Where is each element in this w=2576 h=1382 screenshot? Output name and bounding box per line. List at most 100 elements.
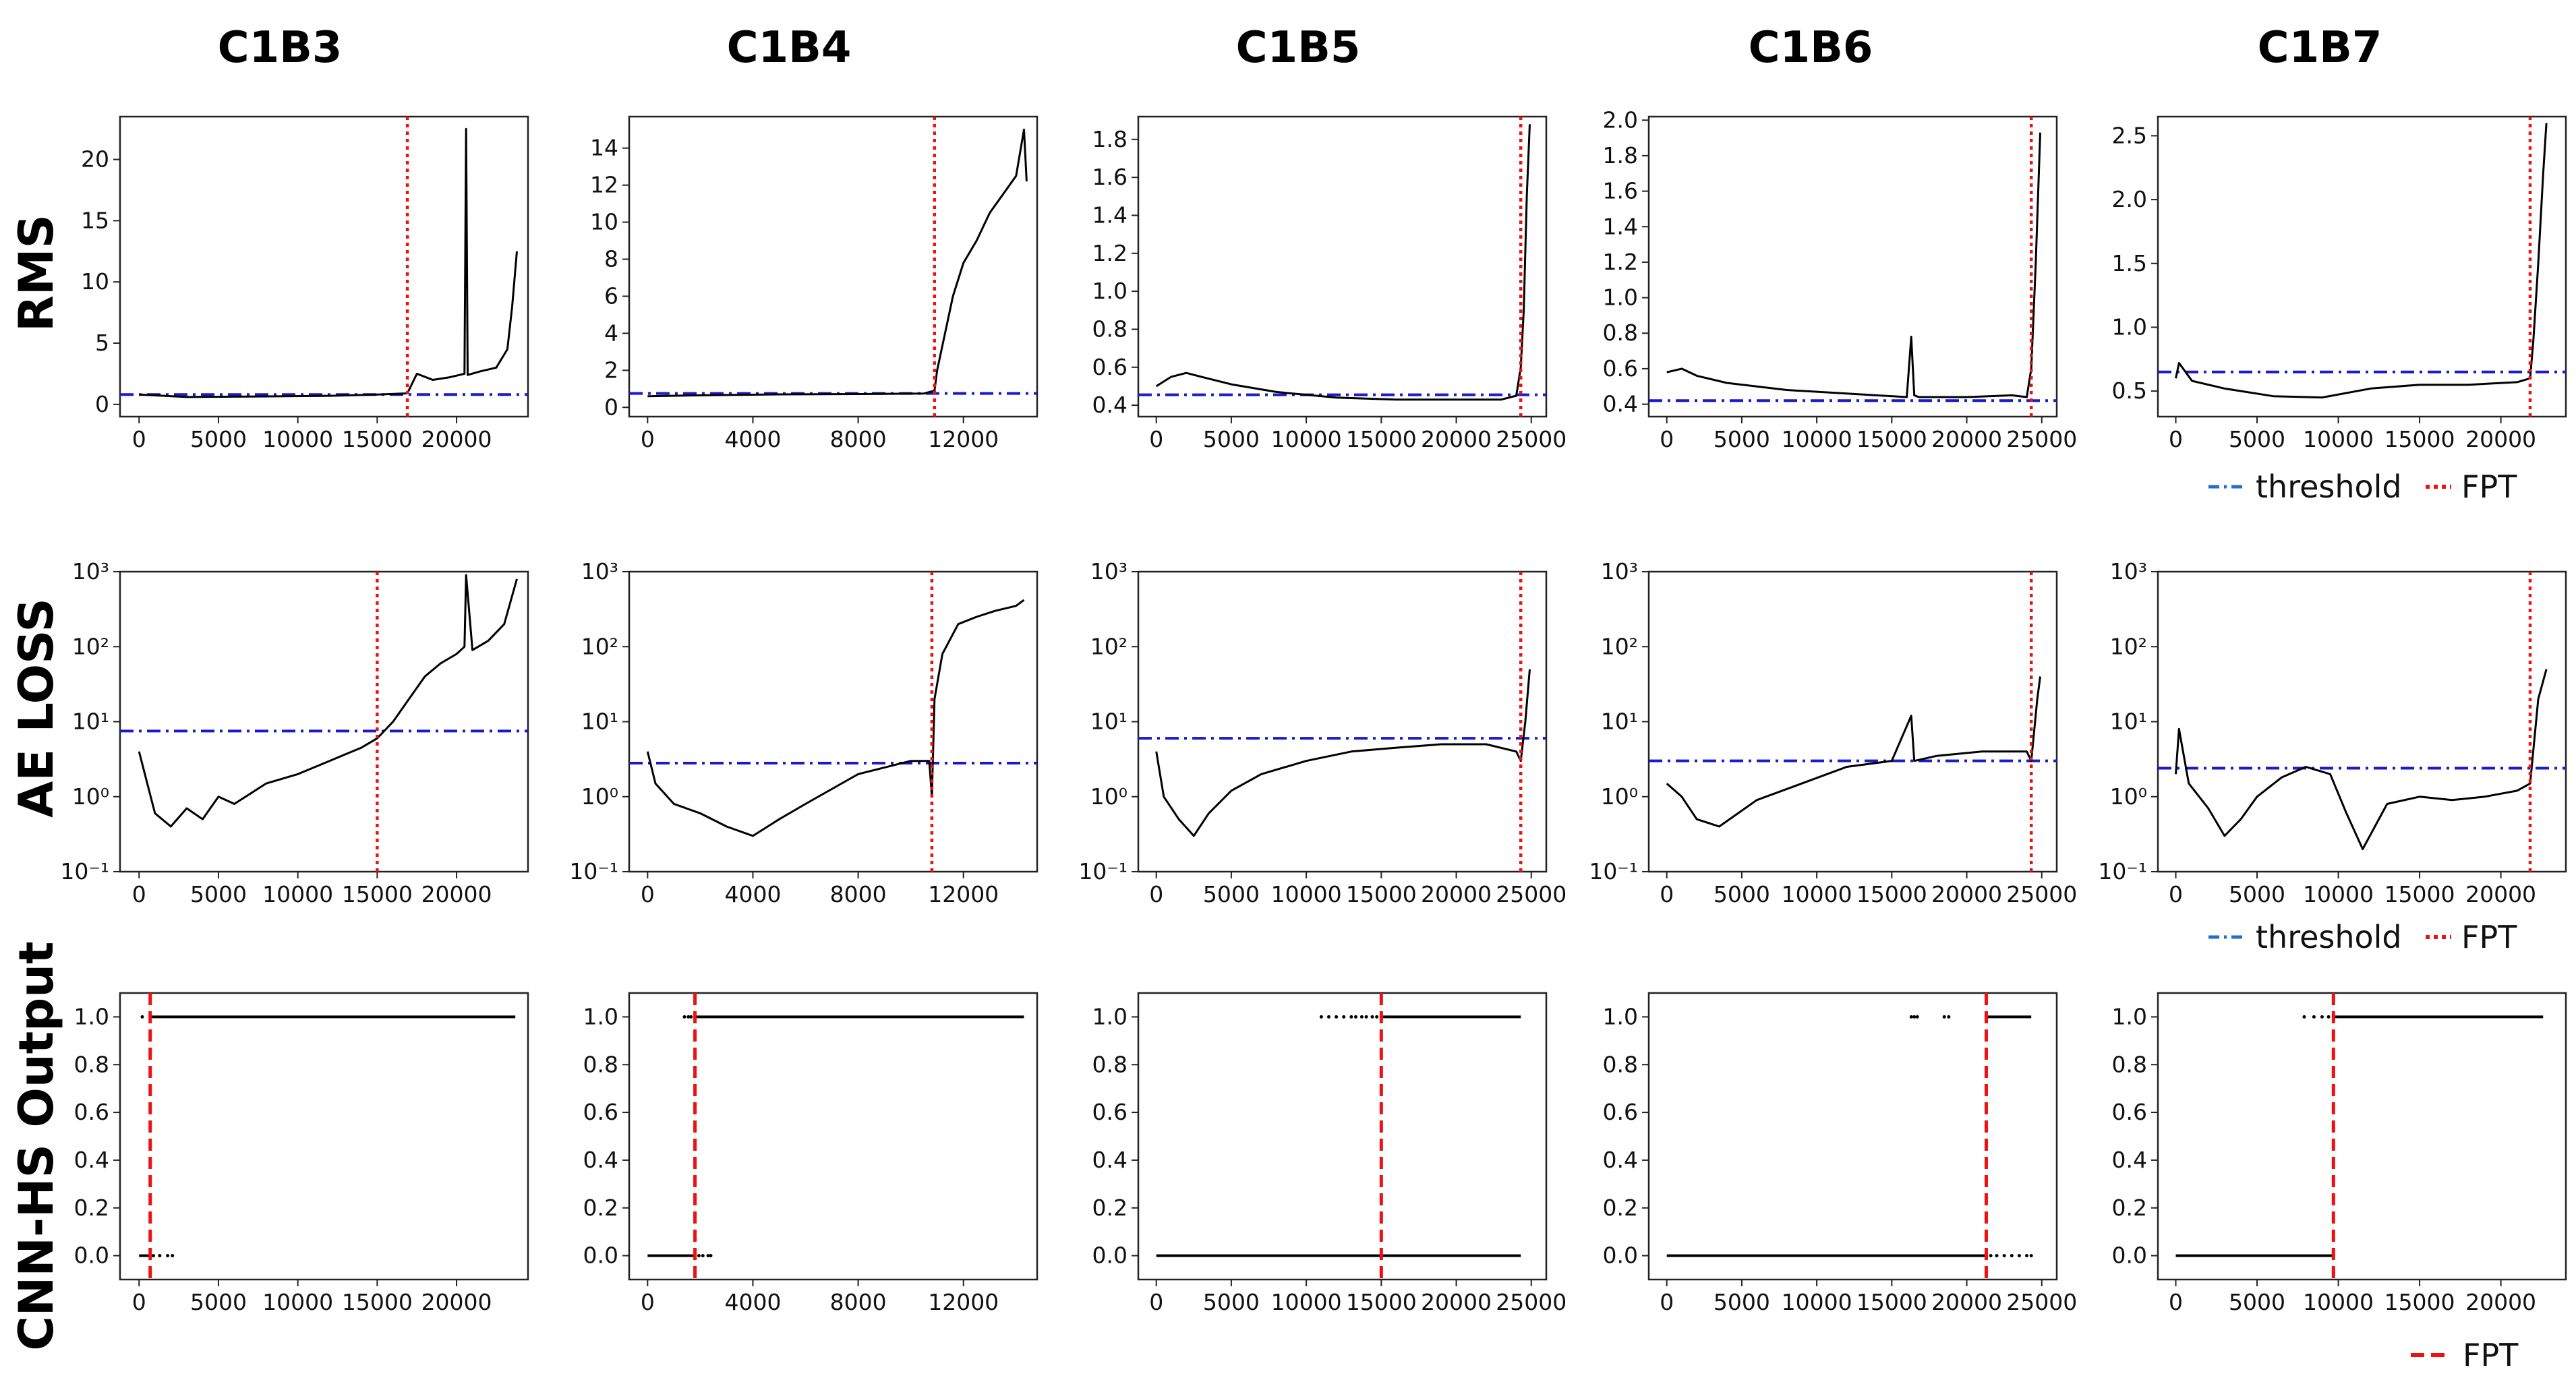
panel-ae-loss-c1b6: 0 5000 10000 15000 20000 25000 10⁻¹ 10⁰ 10¹ 10² 10… bbox=[1589, 558, 2077, 907]
x-tick-label: 10000 bbox=[2303, 426, 2374, 452]
x-tick-label: 15000 bbox=[1856, 881, 1927, 907]
x-tick-label: 15000 bbox=[1856, 426, 1927, 452]
y-tick-label: 0.8 bbox=[1092, 1051, 1128, 1077]
y-tick-label: 0.2 bbox=[1603, 1195, 1638, 1221]
x-tick-label: 20000 bbox=[421, 426, 492, 452]
output-point bbox=[1375, 1015, 1379, 1019]
x-tick-label: 10000 bbox=[262, 1289, 333, 1315]
y-tick-label: 1.4 bbox=[1092, 202, 1128, 228]
y-tick-label: 0.4 bbox=[583, 1147, 618, 1173]
output-point bbox=[158, 1254, 162, 1258]
y-tick-label: 10¹ bbox=[1090, 709, 1128, 735]
axes-frame bbox=[1137, 115, 1548, 418]
x-tick-label: 8000 bbox=[830, 426, 887, 452]
output-point bbox=[1995, 1254, 1999, 1258]
plot-area bbox=[629, 572, 1037, 872]
column-titles: C1B3 C1B4 C1B5 C1B6 C1B7 bbox=[218, 23, 2382, 73]
y-tick-label: 10³ bbox=[1090, 558, 1128, 584]
x-tick-label: 0 bbox=[1149, 426, 1163, 452]
row-labels: RMS AE LOSS CNN-HS Output bbox=[9, 214, 64, 1351]
y-tick-label: 0.6 bbox=[1092, 1099, 1128, 1125]
x-tick-label: 5000 bbox=[190, 881, 247, 907]
y-tick-label: 10² bbox=[581, 633, 618, 659]
y-tick-label: 10⁰ bbox=[581, 783, 618, 810]
plot-area bbox=[1138, 572, 1546, 872]
axes-frame bbox=[1647, 992, 2058, 1281]
x-tick-label: 15000 bbox=[1346, 1289, 1417, 1315]
x-tick-label: 0 bbox=[132, 881, 146, 907]
y-tick-label: 0.4 bbox=[1603, 1147, 1638, 1173]
signal-line bbox=[2175, 123, 2548, 399]
y-tick-label: 0.0 bbox=[2112, 1242, 2147, 1269]
y-tick-label: 5 bbox=[95, 330, 109, 356]
panel-cnn-hs-output-c1b7: 0 5000 10000 15000 20000 0.0 0.2 0.4 0.6 0.8 1.0 bbox=[2112, 992, 2567, 1315]
y-tick-label: 0.8 bbox=[1603, 1051, 1638, 1077]
axes-frame bbox=[119, 115, 529, 418]
y-tick-label: 2.0 bbox=[2112, 186, 2147, 212]
x-tick-label: 0 bbox=[641, 426, 655, 452]
output-point bbox=[1342, 1015, 1346, 1019]
y-tick-label: 0.0 bbox=[74, 1242, 109, 1269]
plot-area bbox=[2158, 117, 2566, 417]
x-tick-label: 25000 bbox=[1496, 881, 1567, 907]
output-point bbox=[171, 1254, 175, 1258]
y-tick-label: 1.2 bbox=[1603, 249, 1638, 275]
axes-frame bbox=[119, 570, 529, 873]
y-tick-label: 0.0 bbox=[1092, 1242, 1128, 1269]
output-point bbox=[166, 1254, 170, 1258]
panel-cnn-hs-output-c1b5: 0 5000 10000 15000 20000 25000 0.0 0.2 0.4 0.6 0.8… bbox=[1092, 992, 1567, 1315]
plot-area bbox=[1649, 117, 2057, 417]
x-tick-label: 0 bbox=[2169, 426, 2183, 452]
output-point bbox=[706, 1254, 710, 1258]
y-tick-label: 10¹ bbox=[2110, 709, 2147, 735]
plot-area bbox=[139, 993, 516, 1280]
x-tick-label: 0 bbox=[1660, 881, 1674, 907]
y-tick-label: 0.2 bbox=[583, 1195, 618, 1221]
y-tick-label: 15 bbox=[81, 207, 109, 233]
output-point bbox=[2029, 1254, 2033, 1258]
signal-line bbox=[1155, 669, 1531, 837]
x-tick-label: 4000 bbox=[724, 1289, 781, 1315]
legend-ae: threshold FPT bbox=[2208, 919, 2517, 955]
output-point bbox=[140, 1015, 144, 1019]
x-tick-label: 20000 bbox=[421, 881, 492, 907]
x-tick-label: 0 bbox=[2169, 1289, 2183, 1315]
x-tick-label: 8000 bbox=[830, 881, 887, 907]
x-tick-label: 0 bbox=[1149, 881, 1163, 907]
output-point bbox=[1349, 1015, 1353, 1019]
y-tick-label: 1.2 bbox=[1092, 240, 1128, 266]
x-tick-label: 25000 bbox=[2006, 1289, 2077, 1315]
legend-ae-fpt-label: FPT bbox=[2461, 919, 2517, 955]
x-tick-label: 10000 bbox=[1271, 1289, 1342, 1315]
y-tick-label: 0.8 bbox=[1092, 316, 1128, 342]
y-tick-label: 10² bbox=[1601, 633, 1638, 659]
y-tick-label: 8 bbox=[604, 246, 618, 272]
axes-frame bbox=[1647, 570, 2058, 873]
x-tick-label: 5000 bbox=[2229, 426, 2285, 452]
y-tick-label: 1.0 bbox=[583, 1003, 618, 1029]
y-tick-label: 10⁻¹ bbox=[2098, 858, 2147, 884]
x-tick-label: 10000 bbox=[1271, 426, 1342, 452]
legend-cnn: FPT bbox=[2411, 1337, 2519, 1373]
x-tick-label: 25000 bbox=[2006, 881, 2077, 907]
x-tick-label: 5000 bbox=[2229, 881, 2285, 907]
output-point bbox=[2320, 1015, 2324, 1019]
output-point bbox=[1942, 1015, 1946, 1019]
y-tick-label: 10⁻¹ bbox=[60, 858, 109, 884]
signal-line bbox=[138, 574, 518, 828]
y-tick-label: 0.8 bbox=[583, 1051, 618, 1077]
x-tick-label: 10000 bbox=[1782, 426, 1852, 452]
x-tick-label: 10000 bbox=[1271, 881, 1342, 907]
y-tick-label: 1.4 bbox=[1603, 213, 1638, 239]
plot-area bbox=[1138, 117, 1546, 417]
panel-ae-loss-c1b7: 0 5000 10000 15000 20000 10⁻¹ 10⁰ 10¹ 10² 10³ bbox=[2098, 558, 2567, 907]
output-point bbox=[1326, 1015, 1330, 1019]
y-tick-label: 0.8 bbox=[1603, 320, 1638, 346]
y-tick-label: 1.0 bbox=[2112, 1003, 2147, 1029]
output-point bbox=[1947, 1015, 1951, 1019]
x-tick-label: 20000 bbox=[2465, 426, 2536, 452]
y-tick-label: 1.0 bbox=[1092, 1003, 1128, 1029]
y-tick-label: 0.8 bbox=[2112, 1051, 2147, 1077]
y-tick-label: 1.0 bbox=[1603, 1003, 1638, 1029]
column-title-c1b4: C1B4 bbox=[727, 23, 852, 73]
